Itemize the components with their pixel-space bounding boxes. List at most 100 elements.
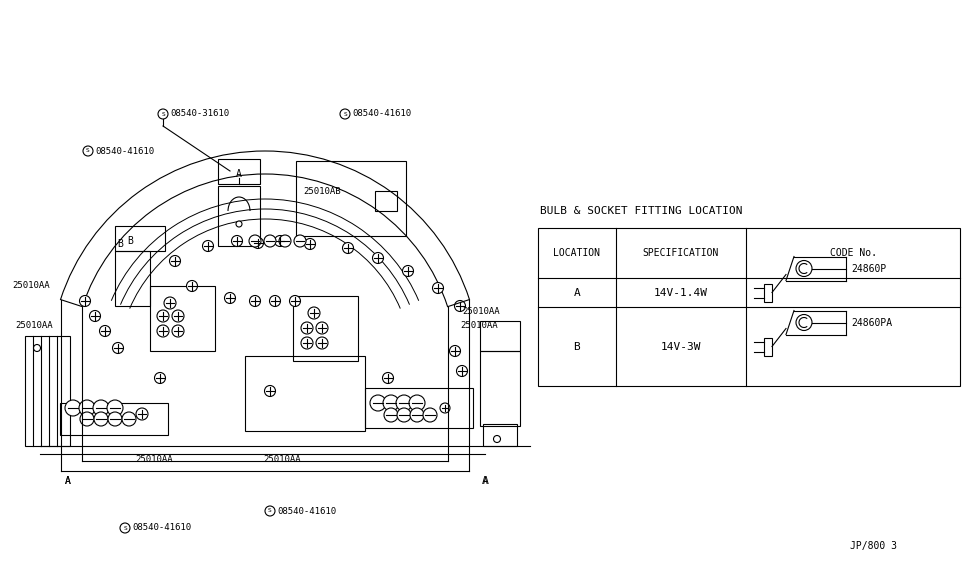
Circle shape: [409, 395, 425, 411]
Text: B: B: [117, 239, 123, 249]
Circle shape: [157, 325, 169, 337]
Circle shape: [136, 408, 148, 420]
Circle shape: [90, 311, 100, 321]
Circle shape: [396, 395, 412, 411]
Text: S: S: [343, 112, 347, 117]
Circle shape: [440, 403, 450, 413]
Circle shape: [269, 295, 281, 307]
Text: 08540-41610: 08540-41610: [277, 507, 336, 516]
Text: S: S: [123, 525, 127, 530]
Bar: [375, 191, 397, 211]
Circle shape: [157, 310, 169, 322]
Text: B: B: [127, 236, 133, 246]
Circle shape: [79, 400, 95, 416]
Text: 08540-41610: 08540-41610: [95, 147, 154, 156]
Circle shape: [236, 221, 242, 227]
Bar: [25, 336, 70, 446]
Bar: [764, 284, 772, 302]
Circle shape: [94, 412, 108, 426]
Text: A: A: [65, 476, 71, 486]
Circle shape: [456, 366, 467, 376]
Circle shape: [294, 235, 306, 247]
Text: LOCATION: LOCATION: [554, 248, 601, 258]
Text: 24860P: 24860P: [851, 264, 886, 273]
Circle shape: [249, 235, 261, 247]
Text: 14V-1.4W: 14V-1.4W: [654, 288, 708, 298]
Text: 08540-41610: 08540-41610: [132, 524, 191, 533]
Text: 25010AA: 25010AA: [135, 454, 173, 464]
Bar: [115, 226, 165, 251]
Circle shape: [122, 412, 136, 426]
Text: 25010AB: 25010AB: [303, 187, 340, 195]
Circle shape: [250, 295, 260, 307]
Circle shape: [186, 281, 198, 291]
Text: BULB & SOCKET FITTING LOCATION: BULB & SOCKET FITTING LOCATION: [540, 206, 743, 216]
Circle shape: [172, 325, 184, 337]
Circle shape: [383, 395, 399, 411]
Circle shape: [301, 322, 313, 334]
Circle shape: [170, 255, 180, 267]
Bar: [150, 286, 215, 351]
Circle shape: [224, 293, 236, 303]
Bar: [296, 161, 406, 236]
Circle shape: [433, 282, 444, 294]
Circle shape: [33, 345, 41, 351]
Bar: [538, 228, 960, 386]
Text: 08540-31610: 08540-31610: [170, 109, 229, 118]
Circle shape: [80, 295, 91, 307]
Text: A: A: [482, 476, 488, 486]
Circle shape: [279, 235, 291, 247]
Circle shape: [93, 400, 109, 416]
Bar: [480, 321, 520, 351]
Circle shape: [265, 506, 275, 516]
Circle shape: [154, 372, 166, 384]
Circle shape: [107, 400, 123, 416]
Text: B: B: [573, 341, 580, 351]
Text: CODE No.: CODE No.: [830, 248, 877, 258]
Circle shape: [308, 307, 320, 319]
Circle shape: [203, 241, 214, 251]
Circle shape: [253, 238, 263, 248]
Circle shape: [275, 235, 286, 247]
Bar: [365, 388, 473, 428]
Circle shape: [493, 435, 500, 443]
Circle shape: [164, 297, 176, 309]
Circle shape: [423, 408, 437, 422]
Circle shape: [340, 109, 350, 119]
Circle shape: [397, 408, 411, 422]
Text: A: A: [65, 476, 71, 486]
Circle shape: [410, 408, 424, 422]
Text: 25010AA: 25010AA: [460, 321, 497, 331]
Circle shape: [158, 109, 168, 119]
Circle shape: [80, 412, 94, 426]
Circle shape: [83, 146, 93, 156]
Bar: [60, 403, 168, 435]
Circle shape: [454, 301, 465, 311]
Circle shape: [65, 400, 81, 416]
Circle shape: [449, 345, 460, 357]
Text: 08540-41610: 08540-41610: [352, 109, 411, 118]
Text: A: A: [483, 476, 488, 486]
Circle shape: [172, 310, 184, 322]
Circle shape: [316, 322, 328, 334]
Circle shape: [301, 337, 313, 349]
Bar: [245, 356, 365, 431]
Circle shape: [382, 372, 394, 384]
Circle shape: [796, 260, 812, 277]
Bar: [218, 159, 260, 184]
Bar: [115, 251, 150, 306]
Circle shape: [316, 337, 328, 349]
Circle shape: [372, 252, 383, 264]
Circle shape: [384, 408, 398, 422]
Text: 25010AA: 25010AA: [263, 454, 300, 464]
Circle shape: [796, 315, 812, 331]
Circle shape: [370, 395, 386, 411]
Text: S: S: [268, 508, 272, 513]
Circle shape: [264, 385, 276, 397]
Text: 24860PA: 24860PA: [851, 318, 892, 328]
Bar: [764, 337, 772, 355]
Circle shape: [342, 242, 354, 254]
Circle shape: [231, 235, 243, 247]
Bar: [483, 424, 517, 446]
Text: A: A: [236, 169, 242, 179]
